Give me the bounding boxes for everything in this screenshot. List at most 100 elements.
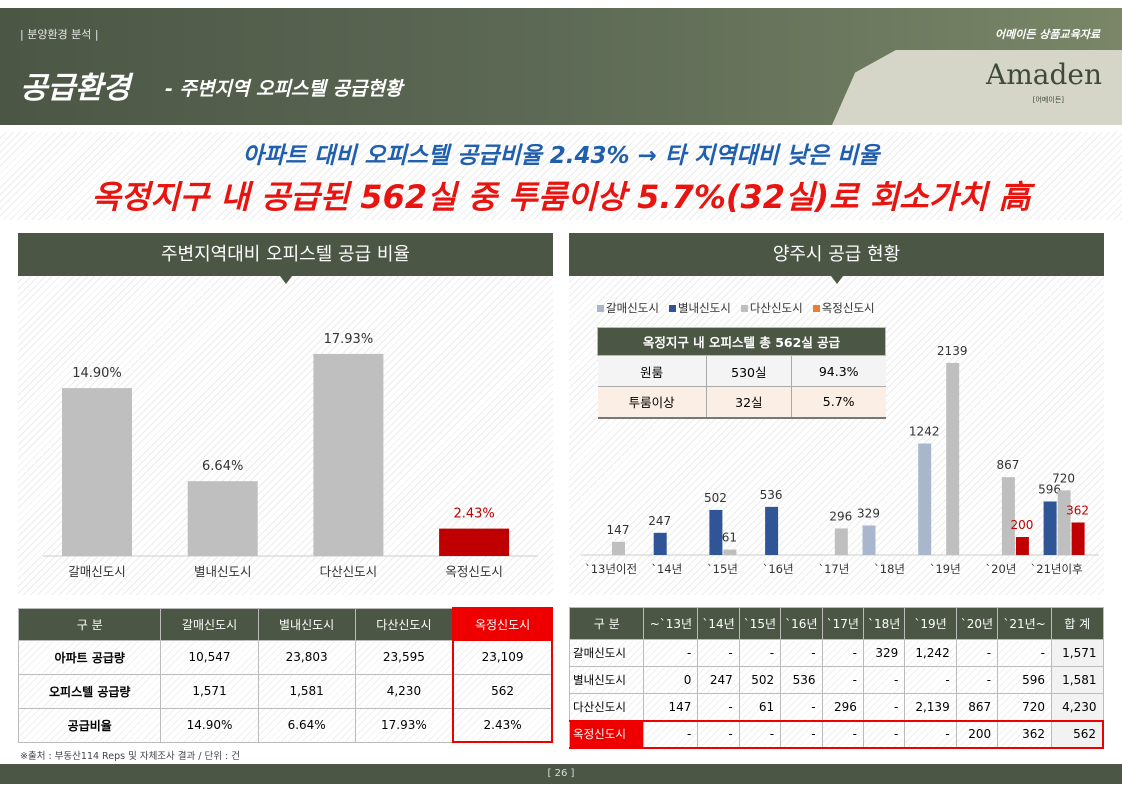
bar <box>1043 501 1057 555</box>
table-cell: 옥정신도시 <box>568 719 645 749</box>
table-cell: 1,571 <box>160 673 259 709</box>
column-header: `16년 <box>780 607 823 640</box>
table-cell: 6.64% <box>257 707 356 743</box>
data-label: 2.43% <box>453 507 494 522</box>
ratio-table: 구 분 갈매신도시 별내신도시 다산신도시 옥정신도시 아파트 공급량 10,547 23,8… <box>17 607 553 743</box>
data-label: 14.90% <box>72 366 122 381</box>
bar <box>313 353 384 556</box>
column-header: `15년 <box>738 607 782 640</box>
legend-swatch <box>740 305 748 312</box>
logo-area <box>832 50 1122 125</box>
legend-swatch <box>812 305 820 312</box>
tick-label: 갈매신도시 <box>68 564 126 579</box>
column-header: 갈매신도시 <box>160 607 259 641</box>
table-cell: 502 <box>738 666 782 694</box>
table-cell: 147 <box>643 693 699 721</box>
table-cell: 1,581 <box>257 673 356 709</box>
table-cell: 720 <box>997 693 1052 721</box>
data-label: 17.93% <box>324 332 374 347</box>
cell: 5.7% <box>791 386 886 419</box>
header: | 분양환경 분석 | 어메이든 상품교육자료 공급환경 - 주변지역 오피스텔… <box>0 8 1122 125</box>
bar <box>439 528 510 556</box>
legend-label: 옥정신도시 <box>821 301 875 315</box>
bar <box>918 443 932 555</box>
table-cell: 오피스텔 공급량 <box>17 673 162 709</box>
headline-1: 아파트 대비 오피스텔 공급비율 2.43% → 타 지역대비 낮은 비율 <box>242 143 880 169</box>
table-cell: 1,581 <box>1051 666 1104 694</box>
bar <box>62 388 132 556</box>
left-panel-title: 주변지역대비 오피스텔 공급 비율 <box>18 233 553 284</box>
legend-item: 옥정신도시 <box>812 300 875 316</box>
column-header: `20년 <box>955 607 999 640</box>
tick-label: `18년 <box>874 562 905 576</box>
data-label: 247 <box>648 514 671 528</box>
legend-label: 갈매신도시 <box>606 301 659 315</box>
tick-label: 다산신도시 <box>320 564 378 579</box>
table-cell: - <box>780 693 823 721</box>
table-cell: 200 <box>955 719 999 749</box>
table-cell: - <box>697 639 740 667</box>
left-panel: 주변지역대비 오피스텔 공급 비율 14.90% 갈매신도시 6.64% 별내신도시 1… <box>18 233 553 595</box>
summary-title: 옥정지구 내 오피스텔 총 562실 공급 <box>597 327 886 356</box>
section-label: | 분양환경 분석 | <box>20 28 99 41</box>
table-cell: 2,139 <box>904 693 957 721</box>
table-cell: 4,230 <box>354 673 454 709</box>
table-row: 오피스텔 공급량 1,571 1,581 4,230 562 <box>17 673 553 709</box>
ratio-chart: 14.90% 갈매신도시 6.64% 별내신도시 17.93% 다산신도시 2.43% 옥정신… <box>18 276 553 595</box>
table-cell: 1,242 <box>904 639 957 667</box>
legend-item: 다산신도시 <box>740 300 803 316</box>
tick-label: `13년이전 <box>585 562 637 576</box>
legend-item: 갈매신도시 <box>597 300 659 316</box>
table-cell: - <box>643 719 699 749</box>
page-number: [ 26 ] <box>547 768 575 779</box>
column-header: `19년 <box>904 607 957 640</box>
bar <box>1001 477 1015 555</box>
column-header: 구 분 <box>568 607 645 640</box>
table-cell: - <box>862 719 906 749</box>
cell: 투룸이상 <box>597 386 707 419</box>
table-cell: - <box>643 639 699 667</box>
table-header: 구 분 갈매신도시 별내신도시 다산신도시 옥정신도시 <box>17 607 553 641</box>
cell: 32실 <box>706 386 792 419</box>
headline-banner: 아파트 대비 오피스텔 공급비율 2.43% → 타 지역대비 낮은 비율 옥정… <box>0 132 1122 220</box>
page-title: 공급환경 <box>20 71 131 106</box>
column-header: 합 계 <box>1051 607 1104 640</box>
table-cell: 247 <box>697 666 740 694</box>
table-cell: 4,230 <box>1051 693 1104 721</box>
table-cell: 공급비율 <box>17 707 162 743</box>
table-cell: - <box>780 719 823 749</box>
cell: 원룸 <box>597 355 707 387</box>
data-label: 720 <box>1052 471 1075 485</box>
table-cell: - <box>904 666 957 694</box>
okjeong-summary-table: 옥정지구 내 오피스텔 총 562실 공급 원룸 530실 94.3% 투룸이상 32… <box>597 327 886 419</box>
table-cell: 갈매신도시 <box>568 639 645 667</box>
bar <box>862 525 876 555</box>
cell: 94.3% <box>791 355 886 387</box>
table-header: 구 분 ~`13년 `14년 `15년 `16년 `17년 `18년 `19년 `20년 `21년… <box>568 607 1104 640</box>
data-label: 502 <box>704 491 727 505</box>
table-cell: 867 <box>955 693 999 721</box>
table-cell: - <box>697 719 740 749</box>
table-cell: 596 <box>997 666 1052 694</box>
table-row: 아파트 공급량 10,547 23,803 23,595 23,109 <box>17 639 553 675</box>
bar <box>834 528 848 555</box>
bar <box>946 362 960 555</box>
tick-label: `16년 <box>763 562 794 576</box>
table-row: 다산신도시 147-61-296-2,139 867 720 4,230 <box>568 693 1104 721</box>
tick-label: `14년 <box>651 562 682 576</box>
table-cell: 61 <box>738 693 782 721</box>
data-label: 296 <box>829 509 852 523</box>
data-label: 329 <box>857 506 880 520</box>
bar <box>765 506 779 555</box>
data-label: 2139 <box>937 344 968 358</box>
column-header: 옥정신도시 <box>452 607 553 641</box>
data-label: 362 <box>1066 503 1089 517</box>
table-cell: 23,595 <box>354 639 454 675</box>
column-header: 구 분 <box>17 607 162 641</box>
data-label: 536 <box>760 488 783 502</box>
headline-2: 옥정지구 내 공급된 562실 중 투룸이상 5.7%(32실)로 회소가치 高 <box>91 178 1031 216</box>
data-label: 867 <box>996 458 1019 472</box>
table-row: 별내신도시 0 247 502 536- - - -596 1,581 <box>568 666 1104 694</box>
table-cell: - <box>862 693 906 721</box>
table-cell: 10,547 <box>160 639 259 675</box>
